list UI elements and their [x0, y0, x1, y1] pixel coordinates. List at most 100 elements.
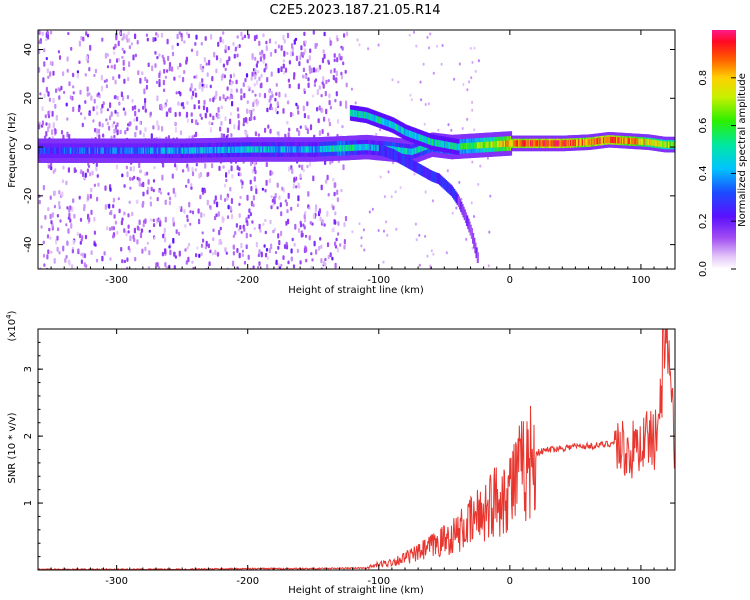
- noise-speck: [64, 258, 67, 263]
- noise-speck: [56, 246, 59, 252]
- noise-speck: [121, 47, 124, 51]
- upper-branch-core: [440, 140, 443, 148]
- main-band-core: [315, 146, 318, 153]
- main-band-core: [112, 147, 115, 154]
- noise-speck: [67, 32, 70, 36]
- noise-speck: [325, 179, 328, 184]
- noise-speck: [409, 93, 412, 97]
- noise-speck: [304, 246, 308, 253]
- main-band-core: [154, 147, 157, 154]
- main-band-core: [242, 146, 245, 153]
- main-band-core: [45, 147, 48, 154]
- main-band-core: [328, 145, 331, 152]
- noise-speck: [338, 53, 341, 58]
- noise-speck: [298, 228, 301, 233]
- noise-speck: [93, 242, 96, 247]
- noise-speck: [138, 219, 141, 225]
- noise-speck: [258, 76, 261, 81]
- main-band-core: [547, 140, 550, 147]
- main-band-core: [618, 137, 621, 144]
- noise-speck: [70, 46, 73, 51]
- main-band-core: [553, 140, 556, 147]
- noise-speck: [100, 107, 103, 114]
- noise-speck: [333, 191, 336, 197]
- main-band-core: [365, 143, 369, 151]
- noise-speck: [243, 227, 246, 232]
- noise-speck: [162, 233, 165, 239]
- main-band-core: [249, 146, 252, 153]
- main-band-core: [66, 147, 69, 154]
- noise-speck: [441, 44, 444, 47]
- noise-speck: [437, 128, 440, 132]
- y-tick-label: 0: [23, 144, 34, 150]
- noise-speck: [346, 31, 349, 37]
- noise-speck: [301, 164, 304, 171]
- upper-branch-core: [449, 142, 452, 149]
- noise-speck: [269, 219, 272, 225]
- noise-speck: [231, 94, 234, 100]
- snr-y-label: SNR (10 * v/v): [7, 412, 18, 483]
- x-tick-label: 0: [507, 275, 513, 286]
- noise-speck: [296, 248, 299, 253]
- noise-speck: [123, 184, 126, 188]
- noise-speck: [226, 267, 229, 269]
- noise-speck: [158, 82, 161, 88]
- noise-speck: [120, 247, 123, 252]
- lower-branch-mark: [418, 164, 422, 175]
- noise-speck: [190, 95, 193, 100]
- noise-speck: [281, 186, 284, 191]
- upper-branch-core: [397, 124, 400, 132]
- main-band-core: [311, 146, 314, 153]
- noise-speck: [254, 74, 257, 80]
- noise-speck: [275, 92, 278, 96]
- noise-speck: [162, 162, 165, 168]
- main-band-core: [502, 140, 505, 147]
- noise-speck: [340, 188, 343, 193]
- noise-speck: [100, 74, 103, 81]
- noise-speck: [137, 70, 140, 76]
- noise-speck: [474, 69, 477, 73]
- noise-speck: [97, 182, 100, 187]
- noise-speck: [265, 247, 269, 252]
- main-band-core: [224, 146, 227, 154]
- noise-speck: [123, 211, 126, 216]
- noise-speck: [90, 250, 93, 255]
- main-band-core: [124, 147, 127, 154]
- noise-speck: [320, 184, 323, 191]
- noise-speck: [127, 77, 130, 82]
- main-band-core: [148, 147, 152, 154]
- main-band-core: [168, 147, 172, 154]
- noise-speck: [250, 76, 253, 81]
- snr-plot-area: [38, 329, 675, 570]
- noise-speck: [212, 97, 215, 103]
- main-band-core: [501, 140, 504, 147]
- noise-speck: [186, 31, 189, 36]
- noise-speck: [295, 102, 298, 107]
- noise-speck: [177, 101, 180, 106]
- noise-speck: [100, 85, 104, 92]
- noise-speck: [322, 76, 325, 82]
- noise-speck: [198, 218, 201, 225]
- noise-speck: [263, 93, 267, 99]
- main-band-core: [127, 147, 130, 154]
- main-band-core: [128, 147, 131, 154]
- noise-speck: [60, 130, 64, 135]
- noise-speck: [222, 31, 225, 35]
- noise-speck: [180, 102, 183, 107]
- noise-speck: [431, 199, 434, 203]
- noise-speck: [76, 232, 79, 237]
- noise-speck: [323, 53, 326, 59]
- noise-speck: [468, 80, 470, 84]
- noise-speck: [128, 61, 131, 68]
- lower-branch-mark: [408, 158, 411, 169]
- noise-speck: [278, 91, 281, 98]
- noise-speck: [240, 95, 243, 101]
- noise-speck: [186, 118, 189, 123]
- lower-branch-mark: [384, 146, 387, 157]
- noise-speck: [42, 77, 45, 83]
- noise-speck: [256, 80, 259, 85]
- noise-speck: [321, 57, 325, 64]
- noise-speck: [153, 166, 156, 170]
- main-band-core: [360, 144, 363, 151]
- main-band-core: [262, 146, 265, 153]
